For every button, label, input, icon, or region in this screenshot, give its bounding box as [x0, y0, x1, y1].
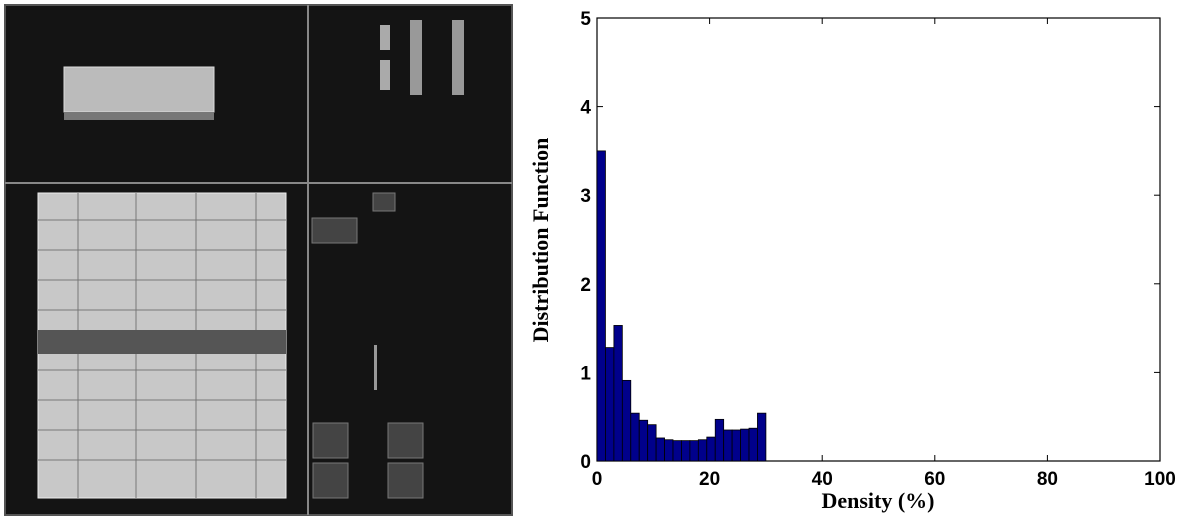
layout-block: [380, 60, 390, 90]
y-tick-label: 2: [580, 275, 591, 296]
y-tick-label: 5: [580, 9, 591, 30]
x-tick-label: 80: [1037, 469, 1058, 490]
layout-block: [452, 20, 464, 95]
x-tick-label: 100: [1144, 469, 1176, 490]
bar: [731, 429, 741, 462]
bar: [605, 347, 615, 462]
y-tick-label: 0: [580, 452, 591, 473]
layout-block: [387, 462, 424, 499]
bar: [697, 439, 708, 462]
bar: [723, 429, 733, 462]
layout-block: [63, 66, 215, 113]
bar: [757, 412, 767, 462]
x-tick-label: 40: [812, 469, 833, 490]
bar: [681, 440, 691, 462]
layout-block: [387, 422, 424, 459]
y-axis-label: Distribution Function: [528, 138, 553, 343]
bar: [655, 437, 665, 462]
bar: [672, 440, 682, 462]
bar: [706, 436, 716, 462]
plot-frame: [596, 17, 1161, 462]
chip-layout: [4, 4, 513, 516]
x-tick-label: 0: [592, 469, 603, 490]
layout-block: [372, 192, 396, 212]
y-tick-label: 1: [580, 363, 591, 384]
bar: [621, 379, 632, 462]
bar: [740, 428, 750, 462]
bar: [630, 412, 640, 462]
bar: [596, 150, 606, 462]
bar: [647, 424, 657, 462]
bar: [748, 427, 758, 462]
layout-block: [311, 217, 358, 244]
layout-block: [380, 25, 390, 50]
layout-block: [312, 422, 349, 459]
layout-block: [410, 20, 422, 95]
layout-block: [64, 112, 214, 120]
bar: [664, 439, 674, 462]
layout-strip: [38, 330, 286, 354]
bar: [689, 440, 699, 462]
bar: [613, 325, 623, 462]
layout-block: [312, 462, 349, 499]
bar: [714, 418, 725, 462]
y-tick-label: 4: [580, 98, 591, 119]
bar: [638, 419, 649, 462]
layout-block: [374, 345, 377, 390]
x-tick-label: 20: [699, 469, 720, 490]
x-tick-label: 60: [924, 469, 945, 490]
x-axis-label: Density (%): [821, 488, 934, 513]
y-tick-label: 3: [580, 186, 591, 207]
